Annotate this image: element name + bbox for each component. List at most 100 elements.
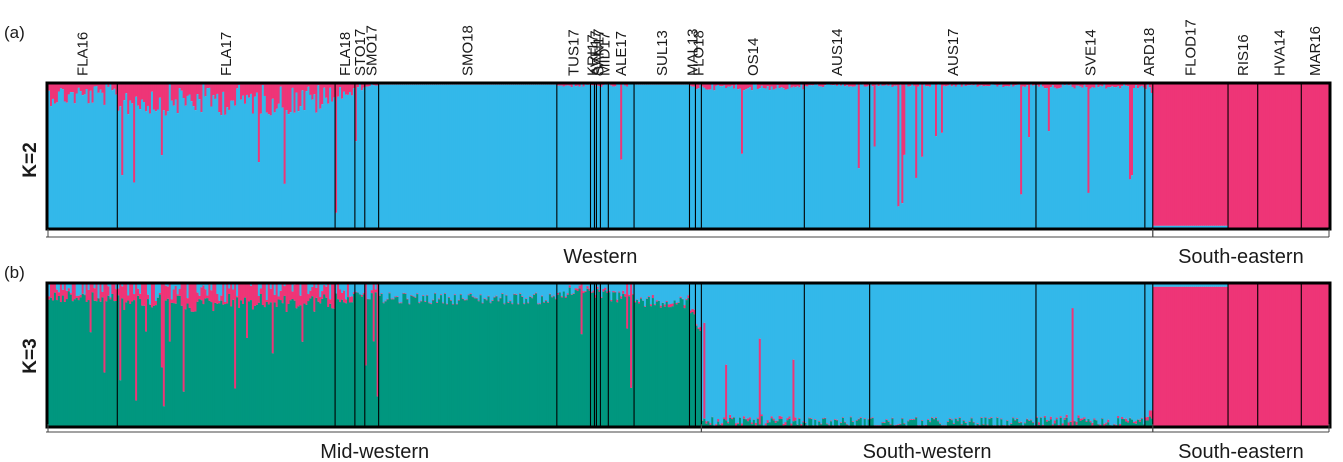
admixture-segment [228,293,231,426]
admixture-segment [329,84,332,88]
admixture-segment [604,290,607,426]
admixture-segment [158,84,162,98]
admixture-segment [331,284,334,309]
admixture-segment [1073,284,1077,421]
admixture-segment [1152,225,1156,228]
admixture-segment [1020,284,1023,422]
admixture-segment [940,284,944,426]
admixture-segment [572,84,576,228]
admixture-segment [196,84,200,95]
admixture-segment [95,284,99,302]
admixture-segment [1006,420,1009,426]
admixture-segment [57,292,61,296]
admixture-segment [358,84,362,228]
admixture-segment [329,303,332,426]
admixture-segment [592,284,596,291]
admixture-segment [1220,84,1223,226]
admixture-segment [564,296,568,298]
admixture-segment [766,284,770,421]
admixture-segment [511,84,514,228]
admixture-segment [1297,284,1300,426]
admixture-segment [125,302,128,426]
admixture-segment [491,300,495,301]
admixture-segment [523,284,526,304]
admixture-segment [1150,92,1154,228]
admixture-segment [228,84,231,110]
admixture-segment [1057,284,1061,425]
admixture-segment [325,84,328,98]
admixture-segment [612,291,615,293]
admixture-segment [782,84,786,89]
admixture-segment [467,294,471,296]
admixture-segment [152,284,156,306]
admixture-segment [891,84,895,87]
admixture-segment [244,84,247,104]
admixture-segment [820,424,823,426]
admixture-segment [620,298,623,426]
admixture-segment [1291,284,1294,426]
admixture-segment [196,301,200,426]
admixture-segment [531,297,534,299]
admixture-segment [558,292,562,426]
admixture-segment [1043,417,1047,426]
admixture-segment [121,284,124,287]
admixture-segment [968,421,972,426]
admixture-segment [329,299,332,304]
admixture-segment [420,301,423,426]
admixture-segment [145,84,148,112]
admixture-segment [1319,84,1322,228]
admixture-segment [614,284,617,292]
admixture-segment [115,284,118,290]
admixture-segment [1198,284,1201,287]
admixture-segment [764,284,768,424]
admixture-segment [1172,284,1176,287]
admixture-segment [348,296,352,303]
admixture-segment [574,290,578,426]
admixture-segment [582,86,586,228]
admixture-segment [277,103,281,228]
admixture-segment [903,284,906,423]
admixture-segment [368,86,372,228]
admixture-segment [519,84,522,228]
admixture-segment [897,84,900,207]
admixture-segment [372,284,376,342]
admixture-segment [671,284,675,304]
admixture-segment [867,418,871,420]
admixture-segment [356,292,360,426]
admixture-segment [311,284,314,287]
admixture-segment [834,419,837,420]
admixture-segment [1091,86,1094,228]
admixture-segment [1184,284,1188,287]
admixture-segment [1194,84,1197,226]
admixture-segment [649,84,653,228]
admixture-segment [196,94,200,228]
admixture-segment [998,85,1001,228]
admixture-segment [204,84,207,97]
admixture-segment [449,299,453,301]
admixture-segment [855,420,859,426]
admixture-segment [505,284,508,295]
admixture-segment [1127,422,1130,426]
admixture-segment [576,291,580,426]
admixture-segment [546,84,550,228]
admixture-segment [105,284,108,302]
admixture-segment [206,295,209,299]
admixture-segment [1150,84,1154,93]
admixture-segment [434,284,437,293]
admixture-segment [576,288,580,292]
admixture-segment [1176,225,1180,228]
admixture-segment [83,284,87,295]
admixture-segment [150,284,154,308]
admixture-segment [424,301,427,426]
admixture-segment [404,293,407,426]
admixture-segment [798,417,801,419]
admixture-segment [198,295,202,300]
admixture-segment [147,284,150,295]
admixture-segment [143,284,146,306]
admixture-segment [218,300,221,304]
admixture-segment [293,84,297,113]
admixture-segment [445,304,449,426]
admixture-segment [535,292,538,294]
admixture-segment [493,284,497,297]
admixture-segment [1279,284,1283,426]
